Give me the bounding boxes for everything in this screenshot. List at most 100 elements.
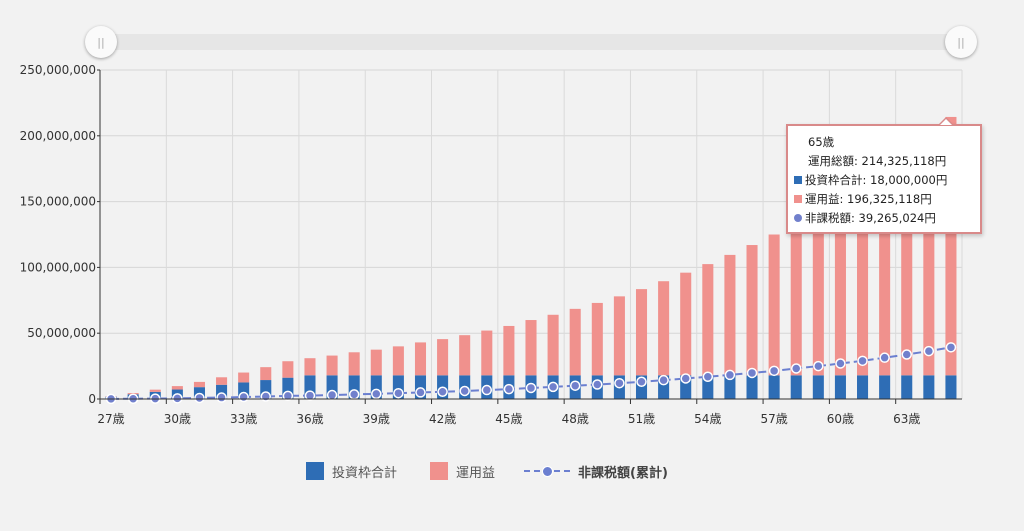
bar-gain[interactable] (812, 210, 824, 376)
tax-point[interactable] (592, 379, 603, 390)
tax-point[interactable] (282, 390, 294, 402)
bar-gain[interactable] (923, 135, 935, 376)
bar-gain[interactable] (260, 367, 272, 381)
legend-item-tax[interactable]: 非課税額(累計) (524, 460, 668, 482)
bar-invest[interactable] (702, 375, 714, 399)
bar-gain[interactable] (680, 272, 692, 376)
tax-point[interactable] (768, 365, 780, 377)
bar-gain[interactable] (459, 335, 471, 376)
bar-gain[interactable] (481, 330, 493, 376)
tax-point[interactable] (393, 387, 404, 399)
tax-point[interactable] (835, 358, 846, 369)
bar-invest[interactable] (834, 375, 846, 399)
bar-invest[interactable] (216, 384, 228, 399)
tax-point[interactable] (702, 371, 714, 383)
bar-gain[interactable] (392, 346, 404, 376)
bar-gain[interactable] (149, 389, 161, 392)
range-slider-track[interactable] (100, 34, 962, 50)
tax-point[interactable] (569, 380, 581, 391)
tax-point[interactable] (238, 391, 249, 403)
bar-gain[interactable] (348, 352, 360, 376)
tax-point[interactable] (680, 373, 691, 384)
bar-gain[interactable] (547, 314, 559, 376)
bar-invest[interactable] (370, 375, 382, 399)
tax-point[interactable] (371, 388, 382, 400)
legend-item-gain[interactable]: 運用益 (430, 460, 495, 482)
bar-gain[interactable] (414, 342, 427, 376)
bar-invest[interactable] (414, 375, 427, 399)
tax-point[interactable] (636, 376, 647, 388)
bar-gain[interactable] (282, 361, 294, 378)
bar-invest[interactable] (857, 375, 869, 399)
bar-gain[interactable] (790, 222, 802, 376)
bar-gain[interactable] (613, 296, 625, 376)
bar-gain[interactable] (658, 281, 670, 376)
bar-gain[interactable] (768, 234, 780, 376)
bar-gain[interactable] (216, 377, 228, 385)
bar-gain[interactable] (304, 358, 316, 376)
bar-invest[interactable] (635, 375, 648, 399)
bar-gain[interactable] (879, 168, 891, 376)
bar-invest[interactable] (812, 375, 824, 399)
bar-gain[interactable] (326, 355, 338, 376)
bar-invest[interactable] (746, 375, 758, 399)
bar-invest[interactable] (658, 375, 670, 399)
bar-gain[interactable] (746, 245, 758, 376)
bar-invest[interactable] (304, 375, 316, 399)
tax-point[interactable] (857, 355, 868, 367)
bar-invest[interactable] (348, 375, 360, 399)
bar-gain[interactable] (503, 325, 515, 376)
bar-gain[interactable] (193, 381, 205, 388)
bar-gain[interactable] (591, 302, 603, 376)
bar-invest[interactable] (879, 375, 891, 399)
tax-point[interactable] (790, 363, 802, 374)
bar-gain[interactable] (437, 339, 449, 376)
bar-invest[interactable] (680, 375, 692, 399)
tax-point[interactable] (326, 389, 338, 401)
tax-point[interactable] (525, 382, 537, 394)
bar-gain[interactable] (635, 289, 648, 376)
tax-point[interactable] (923, 345, 935, 357)
tax-point[interactable] (304, 390, 316, 401)
bar-gain[interactable] (901, 152, 913, 376)
tax-point[interactable] (547, 381, 559, 393)
bar-invest[interactable] (724, 375, 736, 399)
tax-point[interactable] (813, 360, 824, 372)
bar-gain[interactable] (702, 264, 714, 376)
bar-invest[interactable] (923, 375, 935, 399)
bar-gain[interactable] (370, 349, 382, 376)
bar-gain[interactable] (945, 116, 957, 376)
bar-gain[interactable] (569, 308, 581, 376)
bar-gain[interactable] (525, 320, 537, 376)
tax-point[interactable] (879, 352, 890, 363)
legend-item-invest[interactable]: 投資枠合計 (306, 460, 397, 482)
tax-point[interactable] (437, 386, 448, 398)
tax-point[interactable] (415, 387, 426, 398)
tax-point[interactable] (481, 384, 493, 396)
tax-point[interactable] (348, 389, 360, 400)
tax-point[interactable] (724, 369, 736, 381)
tax-point[interactable] (614, 377, 625, 389)
tax-point[interactable] (658, 374, 669, 386)
tax-point[interactable] (746, 367, 758, 379)
bar-gain[interactable] (834, 197, 846, 376)
bar-invest[interactable] (790, 375, 802, 399)
tax-point[interactable] (503, 383, 515, 395)
tax-point[interactable] (945, 342, 957, 353)
bar-gain[interactable] (238, 372, 250, 383)
tax-point[interactable] (260, 391, 272, 402)
tax-point[interactable] (216, 392, 227, 403)
range-slider-right-handle[interactable]: || (945, 26, 977, 58)
bar-gain[interactable] (724, 254, 736, 376)
bar-invest[interactable] (326, 375, 338, 399)
bar-invest[interactable] (768, 375, 780, 399)
tax-point[interactable] (901, 349, 912, 360)
bar-invest[interactable] (238, 382, 250, 399)
tax-point[interactable] (172, 393, 183, 404)
bar-invest[interactable] (392, 375, 404, 399)
bar-invest[interactable] (260, 380, 272, 399)
bar-gain[interactable] (857, 184, 869, 376)
bar-gain[interactable] (171, 386, 183, 390)
range-slider-left-handle[interactable]: || (85, 26, 117, 58)
bar-invest[interactable] (282, 377, 294, 399)
